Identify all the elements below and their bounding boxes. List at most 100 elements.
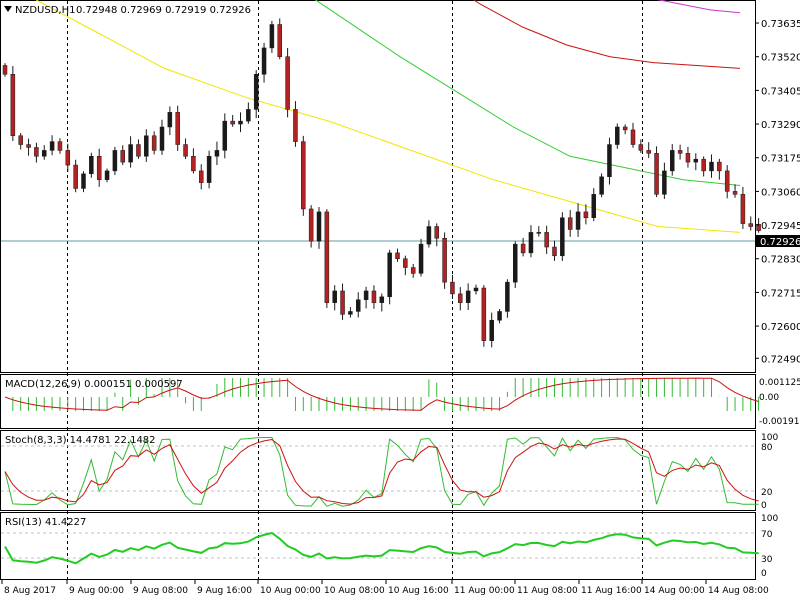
candle xyxy=(552,240,557,261)
candle xyxy=(371,285,377,309)
candle xyxy=(230,115,235,127)
time-tick-label: 9 Aug 00:00 xyxy=(69,586,124,596)
candle xyxy=(34,142,39,163)
candle xyxy=(324,209,330,308)
candle xyxy=(151,131,157,155)
candle xyxy=(654,146,659,198)
candle xyxy=(199,164,204,190)
symbol-label: NZDUSD,H1 xyxy=(15,5,75,16)
stoch-panel xyxy=(0,430,756,511)
candle xyxy=(450,274,455,299)
candle xyxy=(630,122,636,148)
candle xyxy=(261,42,267,83)
time-tick-label: 14 Aug 00:00 xyxy=(644,586,705,596)
chart-menu-icon xyxy=(4,6,12,12)
candle xyxy=(89,152,94,178)
candle xyxy=(607,137,612,185)
ma-red-line xyxy=(473,0,741,69)
candle xyxy=(748,216,753,231)
moving-averages xyxy=(35,0,741,233)
candle xyxy=(403,255,408,276)
price-tick-label: 0.72490 xyxy=(761,354,800,365)
candle xyxy=(112,146,118,176)
candle xyxy=(246,102,251,124)
time-tick-label: 10 Aug 08:00 xyxy=(324,586,385,596)
macd-tick-top: 0.001125 xyxy=(759,378,800,388)
candle xyxy=(520,237,526,257)
rsi-title: RSI(13) 41.4227 xyxy=(5,517,86,528)
candle xyxy=(387,249,392,305)
ohlc-label: 0.72948 0.72969 0.72919 0.72926 xyxy=(76,5,251,16)
rsi-tick-100: 100 xyxy=(761,514,778,524)
candle xyxy=(26,138,31,156)
day-separators xyxy=(67,1,643,579)
stochastic-indicator xyxy=(4,436,759,507)
candle xyxy=(489,312,494,348)
macd-tick-zero: 0.00 xyxy=(759,393,779,403)
price-tick-label: 0.73175 xyxy=(761,154,800,165)
candle xyxy=(316,206,322,249)
macd-indicator xyxy=(4,377,760,411)
candle xyxy=(73,159,78,193)
macd-title: MACD(12,26,9) 0.000151 0.000597 xyxy=(5,379,183,390)
candle xyxy=(356,292,361,318)
stoch-scale: 100 80 20 0 xyxy=(761,433,778,511)
time-tick-label: 14 Aug 08:00 xyxy=(708,586,769,596)
candle xyxy=(497,308,502,324)
time-tick-label: 9 Aug 08:00 xyxy=(133,586,188,596)
candles xyxy=(2,18,761,348)
candle xyxy=(410,263,416,278)
candle xyxy=(222,113,228,159)
candle xyxy=(701,156,706,177)
candle xyxy=(646,142,651,159)
price-tick-label: 0.72715 xyxy=(761,288,800,299)
candle xyxy=(167,106,173,136)
candle xyxy=(144,129,149,162)
rsi-tick-30: 30 xyxy=(761,555,773,565)
candle xyxy=(301,135,306,216)
candle xyxy=(332,285,337,311)
candle xyxy=(285,48,290,118)
candle xyxy=(10,65,16,142)
candle xyxy=(473,284,479,295)
candle xyxy=(104,168,110,183)
candle xyxy=(49,135,55,156)
candle xyxy=(214,141,220,166)
time-tick-label: 11 Aug 08:00 xyxy=(517,586,578,596)
candle xyxy=(238,112,243,133)
candle xyxy=(442,232,447,289)
candle xyxy=(206,150,212,189)
candle xyxy=(662,162,667,199)
candle xyxy=(458,287,463,311)
price-panel xyxy=(0,0,756,373)
candle xyxy=(709,154,714,178)
candle xyxy=(693,153,699,171)
candle xyxy=(481,285,487,347)
time-axis: 8 Aug 2017 9 Aug 00:00 9 Aug 08:00 9 Aug 16… xyxy=(1,580,769,596)
candle xyxy=(120,145,125,166)
price-tick-label: 0.73405 xyxy=(761,86,800,97)
candle xyxy=(638,139,644,153)
candle xyxy=(42,145,47,160)
candle xyxy=(732,184,738,198)
price-tick-label: 0.73635 xyxy=(761,19,800,30)
time-tick-label: 11 Aug 00:00 xyxy=(454,586,515,596)
stoch-tick-80: 80 xyxy=(761,443,773,453)
rsi-indicator xyxy=(4,531,759,565)
candle xyxy=(418,238,424,277)
candle xyxy=(293,101,298,147)
candle xyxy=(395,248,400,262)
price-tick-label: 0.73290 xyxy=(761,120,800,131)
current-price-label: 0.72926 xyxy=(760,237,800,248)
candle xyxy=(465,283,471,310)
candle xyxy=(583,204,589,225)
panel-borders xyxy=(0,0,756,580)
candle xyxy=(677,144,683,160)
candle xyxy=(505,279,510,318)
candle xyxy=(724,165,730,199)
rsi-line xyxy=(4,531,759,565)
candle xyxy=(175,105,180,151)
current-price-marker: 0.72926 xyxy=(756,235,800,248)
time-tick-label: 11 Aug 16:00 xyxy=(581,586,642,596)
